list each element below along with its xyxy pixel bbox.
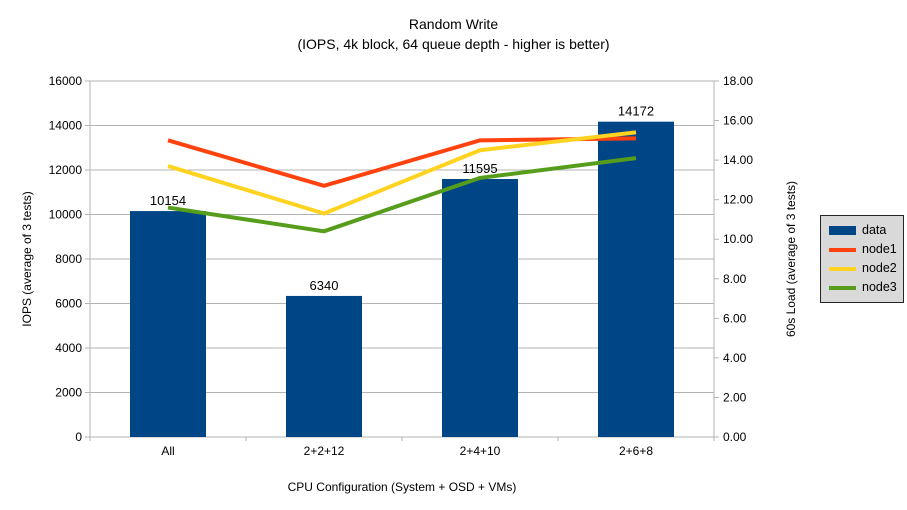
y-left-tick-label: 0 [75,430,82,444]
y-right-tick-label: 16.00 [723,114,753,128]
legend-label: node3 [862,280,897,294]
y-right-axis-title: 60s Load (average of 3 tests) [784,180,798,338]
chart-title-block: Random Write (IOPS, 4k block, 64 queue d… [0,14,907,54]
x-axis-title: CPU Configuration (System + OSD + VMs) [287,480,517,494]
y-right-tick-label: 6.00 [723,311,747,325]
y-left-tick-label: 14000 [49,119,83,133]
y-left-tick-label: 12000 [49,163,83,177]
legend-swatch-node2 [829,266,856,271]
y-right-tick-label: 0.00 [723,430,747,444]
bar-2+4+10 [442,179,518,438]
legend-label: data [862,223,887,237]
x-category-label: All [161,444,174,458]
y-left-tick-label: 16000 [49,74,83,88]
y-left-axis-title: IOPS (average of 3 tests) [20,191,34,327]
y-left-tick-label: 8000 [55,252,82,266]
bar-value-label: 10154 [150,193,186,208]
bar-2+6+8 [598,121,674,437]
y-left-tick-label: 6000 [55,297,82,311]
legend-item-node2: node2 [829,261,897,275]
x-category-label: 2+4+10 [460,444,501,458]
y-right-tick-label: 18.00 [723,74,753,88]
y-right-tick-label: 2.00 [723,390,747,404]
y-right-tick-label: 14.00 [723,153,753,167]
bar-All [130,211,206,437]
legend-item-data: data [829,224,895,237]
chart-subtitle: (IOPS, 4k block, 64 queue depth - higher… [297,36,610,52]
series-line-node1 [167,136,637,188]
bar-value-label: 11595 [462,161,497,176]
bar-2+2+12 [286,295,362,437]
legend-label: node1 [862,242,897,256]
legend-swatch-node1 [829,247,856,252]
series-line-node3 [167,156,637,234]
y-right-tick-label: 12.00 [723,193,753,207]
legend-label: node2 [862,261,897,275]
x-category-label: 2+2+12 [304,444,345,458]
legend-item-node3: node3 [829,280,897,294]
bar-value-label: 14172 [618,104,654,119]
y-right-tick-label: 8.00 [723,272,747,286]
legend-item-node1: node1 [829,242,897,256]
legend: data node1 node2 node3 [820,215,904,303]
bar-value-label: 6340 [310,278,339,293]
y-left-tick-label: 2000 [55,386,82,400]
y-left-tick-label: 4000 [55,341,82,355]
chart-title: Random Write [408,16,499,32]
series-line-node2 [167,130,637,216]
y-right-tick-label: 4.00 [723,351,747,365]
legend-swatch-node3 [829,285,856,290]
y-left-tick-label: 10000 [49,208,83,222]
y-right-tick-label: 10.00 [723,232,753,246]
x-category-label: 2+6+8 [619,444,653,458]
legend-swatch-data [829,226,856,235]
